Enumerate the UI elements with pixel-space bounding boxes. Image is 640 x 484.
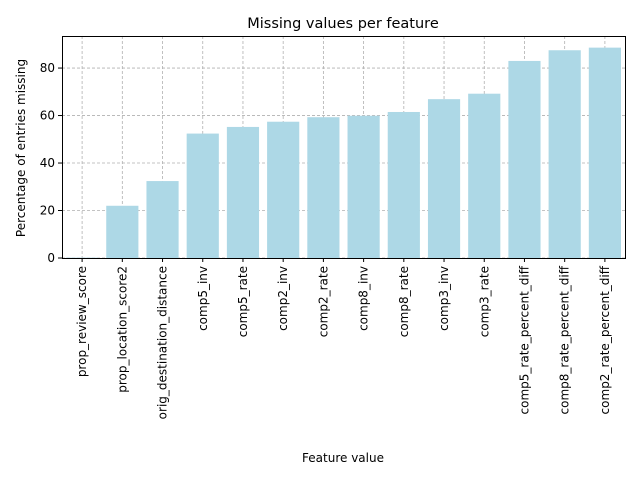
bar-comp8-inv [348,116,380,258]
y-tick-label: 60 [40,109,55,123]
bar-comp8-rate [388,112,420,258]
x-tick-label: comp8_rate [397,266,411,337]
x-tick-label: comp8_rate_percent_diff [558,265,572,414]
y-tick-label: 20 [40,204,55,218]
bar-comp5-rate-percent-diff [508,61,540,258]
y-tick-label: 80 [40,61,55,75]
x-tick-label: orig_destination_distance [156,266,170,419]
y-tick-label: 40 [40,156,55,170]
chart-title: Missing values per feature [247,16,439,32]
x-tick-label: prop_review_score [75,266,89,377]
bar-comp8-rate-percent-diff [549,50,581,258]
bar-comp5-rate [227,127,259,258]
x-tick-label: comp3_inv [437,266,451,331]
y-axis-label: Percentage of entries missing [14,59,28,237]
x-tick-label: comp5_inv [196,266,210,331]
x-tick-label: comp3_rate [477,266,491,337]
x-tick-label: comp2_inv [276,266,290,331]
y-tick-label: 0 [47,251,55,265]
bar-orig-destination-distance [146,181,178,258]
bar-comp3-rate [468,94,500,258]
bar-comp2-rate [307,117,339,258]
bar-prop-location-score2 [106,206,138,258]
bar-comp2-rate-percent-diff [589,48,621,258]
bar-comp5-inv [187,134,219,258]
x-tick-label: comp5_rate_percent_diff [517,265,531,414]
x-tick-label: comp2_rate [316,266,330,337]
x-tick-label: comp8_inv [357,266,371,331]
x-tick-label: prop_location_score2 [115,266,129,393]
x-tick-label: comp5_rate [236,266,250,337]
x-axis-label: Feature value [302,451,384,465]
bar-comp2-inv [267,122,299,258]
bar-comp3-inv [428,99,460,258]
x-tick-label: comp2_rate_percent_diff [598,265,612,414]
